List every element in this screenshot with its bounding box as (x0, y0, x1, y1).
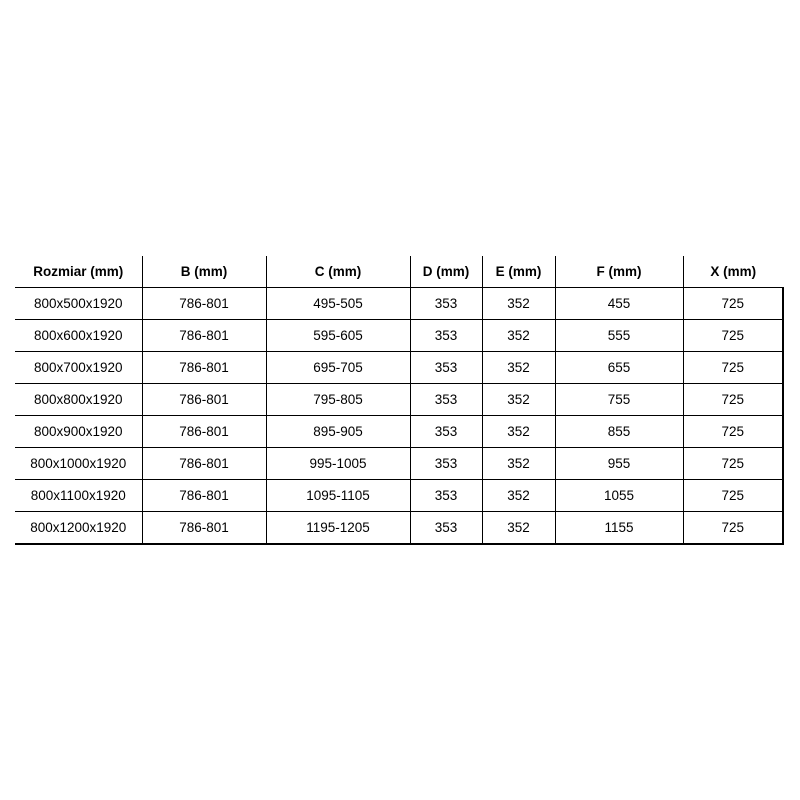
table-cell: 786-801 (141, 319, 266, 352)
table-cell: 353 (409, 319, 482, 352)
table-cell: 995-1005 (265, 447, 410, 480)
column-header: C (mm) (265, 256, 410, 288)
dimensions-table: Rozmiar (mm) B (mm) C (mm) D (mm) E (mm) F (m… (15, 256, 784, 545)
column-header: X (mm) (682, 256, 783, 288)
table-cell: 353 (409, 287, 482, 320)
table-row: 800x1200x1920 786-801 1195-1205 353 352 1155 7… (15, 511, 784, 545)
table-cell: 800x800x1920 (15, 383, 142, 416)
table-row: 800x500x1920 786-801 495-505 353 352 455 725 (15, 287, 784, 320)
table-cell: 495-505 (265, 287, 410, 320)
table-row: 800x700x1920 786-801 695-705 353 352 655 725 (15, 351, 784, 384)
table-cell: 352 (481, 511, 555, 545)
table-cell: 353 (409, 415, 482, 448)
column-header: B (mm) (141, 256, 266, 288)
table-cell: 786-801 (141, 287, 266, 320)
table-cell: 795-805 (265, 383, 410, 416)
table-cell: 725 (682, 447, 784, 480)
column-header: E (mm) (481, 256, 555, 288)
table-cell: 352 (481, 351, 555, 384)
table-cell: 352 (481, 479, 555, 512)
column-header: D (mm) (409, 256, 482, 288)
table-cell: 786-801 (141, 351, 266, 384)
header-row: Rozmiar (mm) B (mm) C (mm) D (mm) E (mm) F (m… (15, 256, 783, 288)
table-cell: 755 (554, 383, 683, 416)
table-cell: 555 (554, 319, 683, 352)
table-cell: 1095-1105 (265, 479, 410, 512)
table-row: 800x1100x1920 786-801 1095-1105 353 352 1055 7… (15, 479, 784, 512)
column-header: F (mm) (554, 256, 683, 288)
table-cell: 895-905 (265, 415, 410, 448)
table-cell: 725 (682, 351, 784, 384)
table-cell: 695-705 (265, 351, 410, 384)
table-row: 800x600x1920 786-801 595-605 353 352 555 725 (15, 319, 784, 352)
table-cell: 800x700x1920 (15, 351, 142, 384)
table-cell: 455 (554, 287, 683, 320)
table-cell: 800x500x1920 (15, 287, 142, 320)
table-cell: 353 (409, 511, 482, 545)
table-cell: 1055 (554, 479, 683, 512)
table-cell: 725 (682, 287, 784, 320)
table-cell: 655 (554, 351, 683, 384)
column-header: Rozmiar (mm) (15, 256, 142, 288)
table-cell: 725 (682, 415, 784, 448)
table-cell: 800x1000x1920 (15, 447, 142, 480)
table-cell: 725 (682, 319, 784, 352)
table-cell: 353 (409, 447, 482, 480)
table-cell: 1155 (554, 511, 683, 545)
table-cell: 352 (481, 415, 555, 448)
table-cell: 725 (682, 511, 784, 545)
table-cell: 595-605 (265, 319, 410, 352)
table-cell: 1195-1205 (265, 511, 410, 545)
table-cell: 786-801 (141, 479, 266, 512)
table-cell: 855 (554, 415, 683, 448)
table-cell: 786-801 (141, 447, 266, 480)
table-cell: 353 (409, 383, 482, 416)
table-cell: 725 (682, 383, 784, 416)
table-cell: 800x600x1920 (15, 319, 142, 352)
table-cell: 352 (481, 319, 555, 352)
table-cell: 353 (409, 351, 482, 384)
table-cell: 352 (481, 383, 555, 416)
table-cell: 352 (481, 447, 555, 480)
table-cell: 725 (682, 479, 784, 512)
table-cell: 955 (554, 447, 683, 480)
table-row: 800x1000x1920 786-801 995-1005 353 352 955 725 (15, 447, 784, 480)
table-row: 800x900x1920 786-801 895-905 353 352 855 725 (15, 415, 784, 448)
table-cell: 786-801 (141, 383, 266, 416)
table-row: 800x800x1920 786-801 795-805 353 352 755 725 (15, 383, 784, 416)
table-cell: 800x900x1920 (15, 415, 142, 448)
table-cell: 353 (409, 479, 482, 512)
table-cell: 800x1100x1920 (15, 479, 142, 512)
table-cell: 786-801 (141, 511, 266, 545)
table-cell: 786-801 (141, 415, 266, 448)
table-cell: 352 (481, 287, 555, 320)
table-cell: 800x1200x1920 (15, 511, 142, 545)
